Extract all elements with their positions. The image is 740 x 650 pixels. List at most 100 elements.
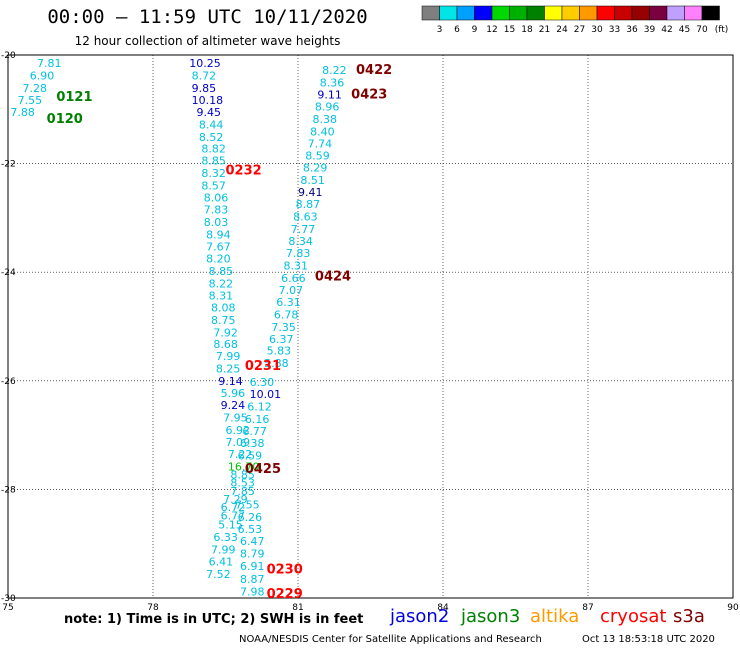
swh-value: 5.15 xyxy=(218,518,243,531)
swh-value: 7.99 xyxy=(216,350,241,363)
pass-time-label: 0230 xyxy=(267,563,303,578)
swh-value: 6.33 xyxy=(213,531,238,544)
swh-value: 7.83 xyxy=(286,247,311,260)
color-scale-label: 30 xyxy=(591,25,603,35)
color-scale-label: 27 xyxy=(574,25,585,35)
swh-value: 7.09 xyxy=(226,436,251,449)
swh-value: 6.72 xyxy=(221,501,246,514)
swh-value: 7.95 xyxy=(223,412,248,425)
swh-value: 6.66 xyxy=(281,272,306,285)
swh-value: 7.67 xyxy=(206,240,231,253)
color-scale-label: 12 xyxy=(486,25,497,35)
swh-value: 7.98 xyxy=(240,585,265,598)
swh-value: 8.94 xyxy=(206,229,231,242)
swh-value: 7.99 xyxy=(211,543,236,556)
swh-value: 6.53 xyxy=(238,523,262,536)
swh-value: 7.92 xyxy=(213,326,238,339)
x-tick-label: 81 xyxy=(292,603,303,610)
swh-value: 8.85 xyxy=(209,265,234,278)
swh-value: 10.01 xyxy=(250,388,282,401)
swh-value: 8.85 xyxy=(230,469,255,482)
swh-value: 6.77 xyxy=(221,509,246,522)
swh-value: 7.55 xyxy=(18,94,42,107)
color-scale-label: 45 xyxy=(679,25,690,35)
map-frame xyxy=(7,54,734,599)
swh-value: 8.31 xyxy=(284,259,309,272)
color-scale-label: 36 xyxy=(626,25,638,35)
note-text: note: 1) Time is in UTC; 2) SWH is in fe… xyxy=(64,612,364,627)
swh-value: 9.41 xyxy=(298,186,323,199)
swh-value: 5.83 xyxy=(267,345,292,358)
swh-value: 8.85 xyxy=(201,155,226,168)
swh-value: 8.36 xyxy=(320,76,345,89)
pass-time-label: 0424 xyxy=(315,269,351,284)
swh-value: 5.88 xyxy=(264,357,289,370)
color-scale-label: 21 xyxy=(539,25,550,35)
y-tick-label: -28 xyxy=(1,485,16,495)
swh-value: 6.12 xyxy=(247,401,272,414)
swh-value: 5.96 xyxy=(221,387,246,400)
swh-value: 6.30 xyxy=(250,376,275,389)
swh-value: 6.92 xyxy=(226,424,251,437)
swh-value: 6.38 xyxy=(240,437,265,450)
swh-value: 7.22 xyxy=(228,448,253,461)
swh-value: 8.68 xyxy=(213,338,238,351)
x-tick-label: 90 xyxy=(727,603,739,610)
swh-value: 10.18 xyxy=(192,94,224,107)
swh-value: 8.79 xyxy=(240,547,265,560)
color-scale-unit: (ft) xyxy=(715,25,729,35)
pass-time-label: 0423 xyxy=(351,87,387,102)
swh-value: 8.29 xyxy=(303,162,328,175)
swh-value: 6.59 xyxy=(238,450,262,463)
swh-value: 7.77 xyxy=(291,223,316,236)
page-title: 00:00 – 11:59 UTC 10/11/2020 xyxy=(47,6,368,28)
swh-value: 7.81 xyxy=(37,57,62,70)
color-scale-label: 3 xyxy=(437,25,443,35)
color-scale-bar: 3 6 9 12 15 18 21 24 27 30 33 36 39 42 45 70 (ft) xyxy=(421,5,729,35)
swh-value: 6.16 xyxy=(245,413,269,426)
legend-jason2: jason2 xyxy=(390,606,450,627)
x-tick-label: 75 xyxy=(2,603,13,610)
swh-value: 8.25 xyxy=(216,363,241,376)
pass-time-label: 0120 xyxy=(47,112,83,127)
altimeter-map: 75 78 81 84 87 90-20-22-24-26-28-307.816.907.… xyxy=(1,51,739,610)
swh-value: 10.25 xyxy=(189,57,221,70)
color-scale-label: 15 xyxy=(504,25,515,35)
color-scale-label: 6 xyxy=(454,25,460,35)
swh-value: 8.52 xyxy=(199,131,224,144)
swh-value: 7.74 xyxy=(308,137,333,150)
swh-value: 9.24 xyxy=(221,399,246,412)
swh-value: 8.72 xyxy=(192,69,217,82)
swh-value: 8.87 xyxy=(296,198,321,211)
swh-value: 7.28 xyxy=(23,82,48,95)
swh-value: 7.29 xyxy=(223,493,248,506)
swh-value: 8.32 xyxy=(201,167,226,180)
legend-cryosat: cryosat xyxy=(600,606,667,627)
swh-value: 8.63 xyxy=(293,211,318,224)
swh-value: 16.70 xyxy=(228,460,260,473)
y-tick-label: -20 xyxy=(1,51,16,61)
color-scale-label: 42 xyxy=(661,25,672,35)
y-tick-label: -22 xyxy=(1,160,16,170)
swh-value: 9.11 xyxy=(317,88,342,101)
color-scale-label: 9 xyxy=(472,25,478,35)
color-scale-label: 24 xyxy=(556,25,568,35)
swh-value: 8.06 xyxy=(204,192,229,205)
legend-s3a: s3a xyxy=(673,606,705,627)
y-tick-label: -30 xyxy=(1,594,16,604)
swh-value: 6.47 xyxy=(240,535,265,548)
swh-value: 8.53 xyxy=(230,477,255,490)
swh-value: 8.75 xyxy=(211,314,236,327)
x-tick-label: 87 xyxy=(582,603,593,610)
swh-value: 7.83 xyxy=(204,204,229,217)
x-tick-label: 84 xyxy=(437,603,449,610)
swh-value: 8.34 xyxy=(288,235,313,248)
swh-value: 8.22 xyxy=(209,277,234,290)
pass-time-label: 0422 xyxy=(356,63,392,78)
swh-value: 6.31 xyxy=(276,296,301,309)
swh-value: 7.88 xyxy=(10,106,35,119)
swh-value: 8.51 xyxy=(300,174,325,187)
swh-value: 6.37 xyxy=(269,333,294,346)
pass-time-label: 0229 xyxy=(267,587,303,602)
pass-time-label: 0231 xyxy=(245,359,281,374)
